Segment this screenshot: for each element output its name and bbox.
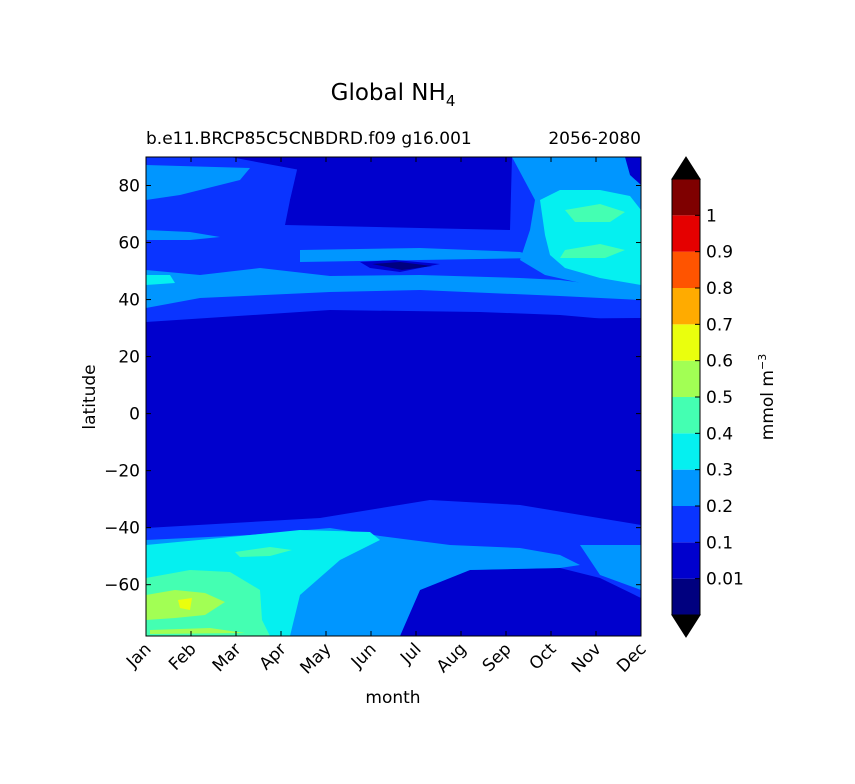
colorbar-segment (672, 288, 700, 325)
contour-band-0.01-polar-hole (372, 262, 432, 270)
colorbar-segment (672, 506, 700, 543)
colorbar-segment (672, 251, 700, 288)
colorbar-tick-label: 0.6 (706, 352, 733, 372)
chart-subtitle-right: 2056-2080 (548, 129, 641, 149)
x-axis-label: month (365, 688, 420, 708)
colorbar-tick-label: 0.01 (706, 570, 744, 590)
y-tick-label: 80 (118, 177, 140, 197)
colorbar-tick-label: 0.8 (706, 279, 733, 299)
contour-band-0.1-south-edge (146, 318, 641, 528)
chart-title: Global NH4 (331, 80, 456, 110)
colorbar-segment (672, 397, 700, 434)
contour-band-0.1-south-low (400, 568, 641, 636)
colorbar-segment (672, 542, 700, 579)
colorbar-segment (672, 578, 700, 615)
colorbar-segment (672, 179, 700, 216)
y-tick-label: 40 (118, 291, 140, 311)
x-tick-label: Mar (209, 639, 246, 676)
colorbar-extend-high (671, 156, 701, 180)
x-tick-label: Apr (256, 639, 291, 674)
x-tick-label: Jul (396, 639, 425, 668)
colorbar-segment (672, 433, 700, 470)
colorbar-tick-label: 0.9 (706, 243, 733, 263)
x-tick-label: May (297, 639, 336, 678)
contour-plot-area (146, 157, 641, 636)
contour-band-0.6-south (146, 590, 245, 634)
x-tick-label: Aug (433, 639, 471, 677)
x-tick-label: Oct (526, 639, 561, 674)
contour-band-0.1-polar-hole (360, 157, 641, 272)
y-tick-label: 20 (118, 348, 140, 368)
chart-subtitle-left: b.e11.BRCP85C5CNBDRD.f09 g16.001 (146, 129, 472, 149)
colorbar-tick-label: 0.3 (706, 461, 733, 481)
colorbar-tick-label: 0.2 (706, 497, 733, 517)
contour-band-0.3-north (146, 165, 641, 308)
y-tick-label: −20 (104, 462, 140, 482)
colorbar-segment (672, 215, 700, 252)
y-tick-label: 0 (129, 405, 140, 425)
y-tick-label: 60 (118, 234, 140, 254)
plot-frame (145, 156, 642, 637)
colorbar-tick-label: 1 (706, 206, 717, 226)
x-tick-label: Dec (613, 639, 650, 676)
y-tick-label: −40 (104, 519, 140, 539)
colorbar-tick-label: 0.1 (706, 533, 733, 553)
contour-band-0.4-arctic (146, 190, 641, 285)
contour-band-0.1-north-strip (290, 157, 510, 226)
colorbar-tick-label: 0.5 (706, 388, 733, 408)
colorbar-segment (672, 324, 700, 361)
x-tick-label: Jun (347, 639, 381, 673)
contour-band-0.01-tropical-tongue (340, 422, 580, 460)
x-tick-label: Feb (165, 639, 200, 674)
colorbar-tick-label: 0.4 (706, 424, 733, 444)
colorbar-label: mmol m−3 (756, 354, 778, 440)
colorbar-segment (672, 469, 700, 506)
colorbar-tick-label: 0.7 (706, 315, 733, 335)
y-axis-label: latitude (80, 364, 100, 429)
x-tick-label: Sep (479, 639, 516, 676)
x-tick-label: Nov (568, 639, 606, 677)
colorbar-segment (672, 360, 700, 397)
colorbar: 0.01 0.1 0.2 0.3 0.4 0.5 0.6 0.7 0.8 0.9 1 (671, 156, 744, 638)
colorbar-extend-low (671, 614, 701, 638)
x-tick-label: Jan (122, 639, 155, 672)
y-tick-label: −60 (104, 576, 140, 596)
contour-band-0.5-arctic (560, 204, 625, 258)
y-axis: 80 60 40 20 0 −20 −40 −60 (104, 177, 641, 596)
contour-band-0.7-south (178, 598, 192, 610)
